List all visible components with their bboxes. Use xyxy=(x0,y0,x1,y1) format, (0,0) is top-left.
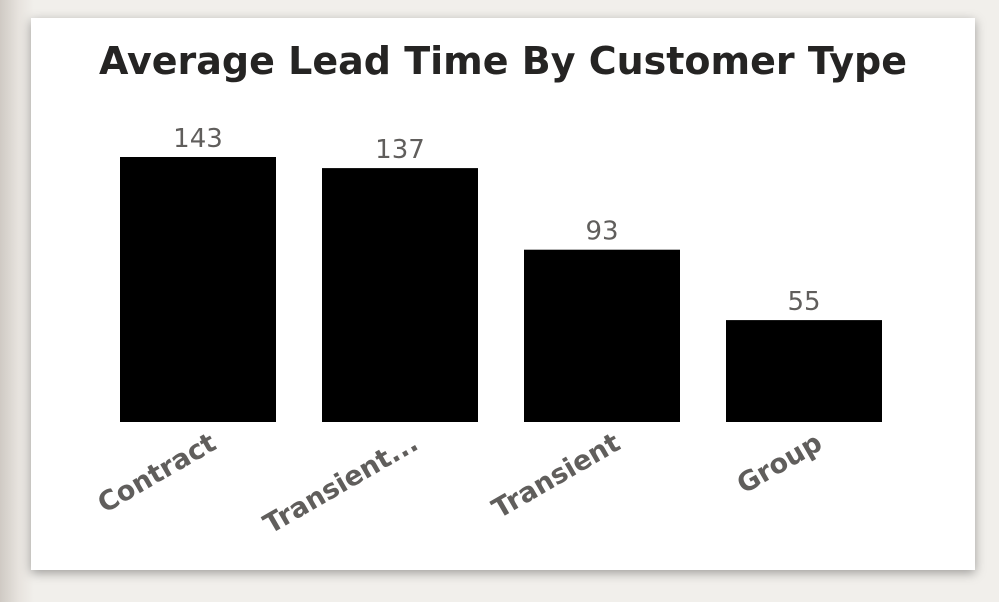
chart-visual[interactable]: 143 Contract 137 Transient... 93 Transient 55 G… xyxy=(31,18,975,570)
bar-contract[interactable] xyxy=(120,157,276,422)
bar-transient[interactable] xyxy=(524,249,680,422)
bar-chart[interactable]: 143 Contract 137 Transient... 93 Transient 55 G… xyxy=(31,18,975,570)
x-axis-tick-label: Contract xyxy=(93,427,222,519)
background-shadow xyxy=(0,0,34,602)
x-axis-tick-label: Group xyxy=(732,427,828,500)
bar-group[interactable] xyxy=(726,320,882,422)
chart-title: Average Lead Time By Customer Type xyxy=(98,39,908,83)
data-label: 93 xyxy=(585,217,618,247)
x-axis-tick-label: Transient xyxy=(487,427,626,525)
data-label: 137 xyxy=(375,135,425,165)
data-label: 55 xyxy=(787,287,820,317)
x-axis-tick-label: Transient... xyxy=(258,427,423,540)
data-label: 143 xyxy=(173,124,223,154)
bar-transient[interactable] xyxy=(322,168,478,422)
